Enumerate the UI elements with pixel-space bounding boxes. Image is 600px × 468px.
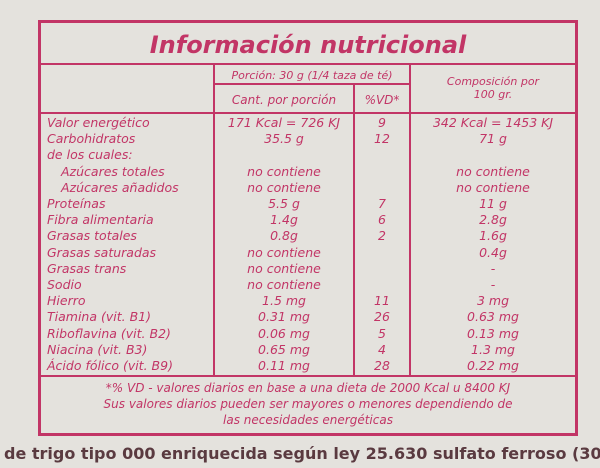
nutrient-value: 6 [378,212,386,228]
nutrient-value: 2.8g [479,212,507,228]
nutrient-value: 0.11 mg [258,358,310,373]
rule [41,63,575,65]
nutrient-value: 71 g [479,131,507,147]
package-text: de trigo tipo 000 enriquecida según ley … [4,444,600,463]
nutrient-name: Grasas trans [47,260,127,276]
rule [215,83,409,85]
rule [353,85,355,375]
nutrient-name: Carbohidratos [47,131,136,147]
nutrient-name: Hierro [47,293,86,309]
nutrient-value: 3 mg [476,293,510,309]
nutrient-value: 342 Kcal = 1453 KJ [432,115,554,130]
rule [41,112,575,114]
nutrient-value: - [490,260,496,276]
nutrient-name: Riboflavina (vit. B2) [47,325,171,341]
nutrient-value: 9 [378,115,386,130]
nutrient-value: 0.8g [270,228,298,244]
nutrient-name: Ácido fólico (vit. B9) [47,358,173,373]
nutrient-value: 1.6g [479,228,507,244]
nutrient-value: 0.63 mg [467,309,519,325]
col-header: Composición por 100 gr. [446,75,540,101]
nutrient-value: 5 [378,325,386,341]
footnote: Sus valores diarios pueden ser mayores o… [103,397,513,411]
nutrient-value: 28 [374,358,390,373]
portion-size: Porción: 30 g (1/4 taza de té) [231,69,393,82]
nutrient-value: 12 [374,131,390,147]
rule [213,65,215,375]
rule [409,65,411,375]
nutrient-name: Grasas saturadas [47,244,157,260]
nutrient-name: Sodio [47,277,82,292]
nutrient-value: 11 [374,293,390,309]
nutrient-value: 26 [374,309,390,325]
nutrient-name: de los cuales: [47,147,133,163]
col-header: %VD* [364,93,400,107]
nutrient-value: 1.3 mg [471,341,515,357]
nutrient-value: 171 Kcal = 726 KJ [227,115,341,130]
nutrient-name: Azúcares añadidos [61,179,179,195]
rule [41,375,575,377]
nutrient-value: no contiene [247,260,321,276]
title: Información nutricional [149,31,467,59]
nutrient-value: no contiene [456,163,530,179]
nutrient-name: Tiamina (vit. B1) [47,309,151,325]
nutrient-name: Proteínas [47,196,106,211]
col-header: Cant. por porción [231,93,337,107]
nutrient-value: 0.13 mg [467,325,519,341]
footnote: las necesidades energéticas [223,413,393,427]
nutrient-value: no contiene [456,179,530,195]
nutrient-value: 1.5 mg [262,293,306,309]
nutrient-value: no contiene [247,163,321,179]
nutrient-value: 4 [378,341,386,357]
nutrient-name: Niacina (vit. B3) [47,341,148,357]
nutrient-value: 35.5 g [264,131,304,147]
nutrition-table: Información nutricional Porción: 30 g (1… [38,20,578,436]
nutrient-value: no contiene [247,277,321,292]
nutrient-value: no contiene [247,244,321,260]
nutrient-value: 0.06 mg [258,325,310,341]
nutrient-name: Fibra alimentaria [47,212,154,228]
nutrient-value: 0.22 mg [467,358,519,373]
nutrient-value: 0.65 mg [258,341,310,357]
nutrient-name: Valor energético [47,115,150,130]
nutrient-value: 5.5 g [268,196,300,211]
nutrient-value: - [490,277,496,292]
nutrient-value: 7 [378,196,386,211]
nutrient-value: no contiene [247,179,321,195]
nutrient-value: 2 [378,228,386,244]
nutrient-value: 1.4g [270,212,298,228]
nutrient-name: Azúcares totales [61,163,165,179]
nutrient-name: Grasas totales [47,228,137,244]
nutrient-value: 0.31 mg [258,309,310,325]
nutrient-value: 0.4g [479,244,507,260]
footnote: *% VD - valores diarios en base a una di… [105,381,511,395]
nutrient-value: 11 g [479,196,507,211]
